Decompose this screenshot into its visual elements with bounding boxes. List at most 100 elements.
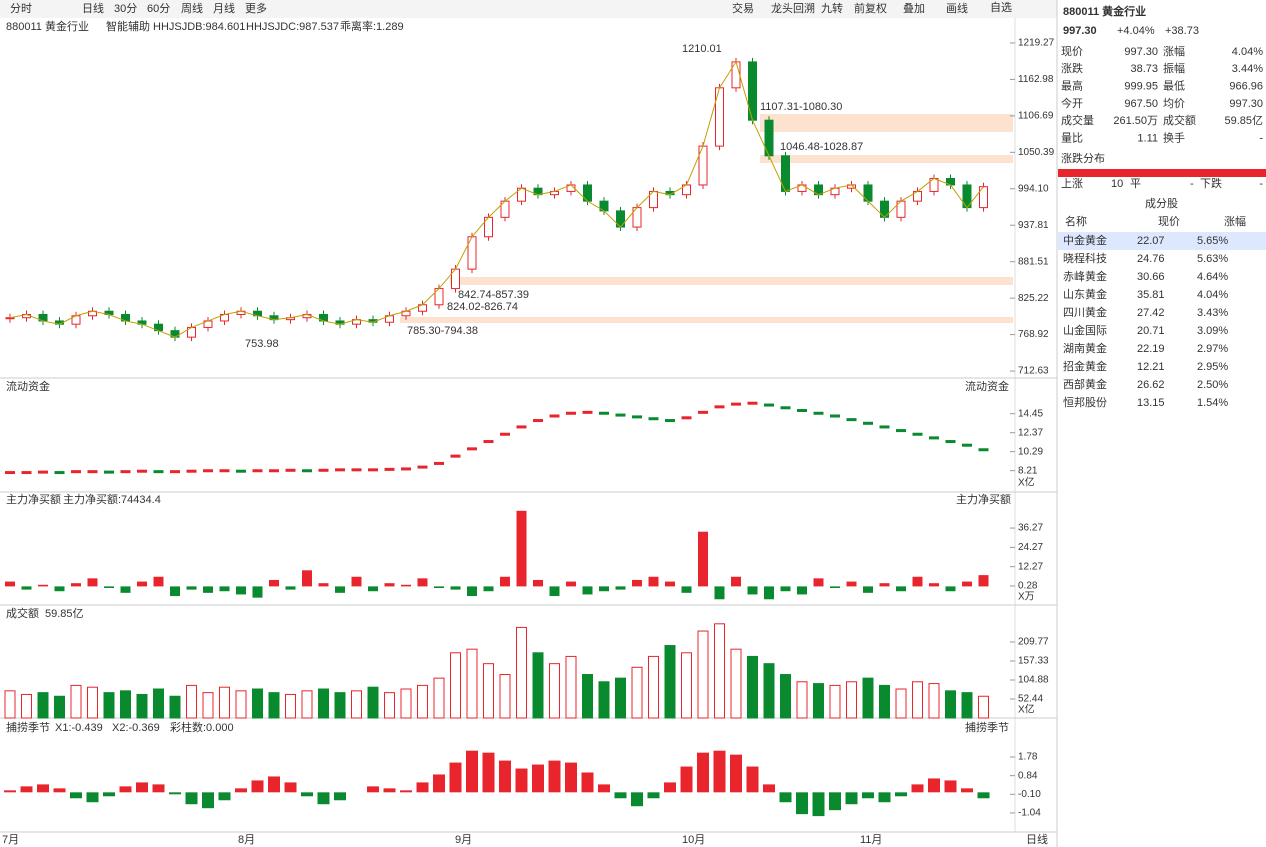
stock-price: 35.81 (1137, 289, 1165, 301)
stock-name[interactable]: 山金国际 (1063, 323, 1107, 337)
tab[interactable]: 分时 (10, 2, 32, 15)
stock-name[interactable]: 山东黄金 (1063, 287, 1107, 301)
y-tick-label: 712.63 (1018, 366, 1049, 377)
row-label: 振幅 (1163, 61, 1185, 75)
panel-value: 59.85亿 (45, 607, 84, 620)
osc-bar (647, 792, 660, 799)
flow-dot (929, 436, 939, 440)
volume-bar (202, 692, 214, 719)
flow-dot (170, 470, 180, 474)
stock-name[interactable]: 恒邦股份 (1063, 396, 1107, 409)
y-tick-label: 14.45 (1018, 408, 1043, 419)
period-button[interactable]: 日线 (1026, 832, 1048, 846)
row-label: 最高 (1061, 79, 1083, 93)
panel-value: 主力净买额:74434.4 (63, 492, 161, 506)
y-tick-label: 1106.69 (1018, 111, 1054, 122)
row-label: 成交额 (1163, 113, 1196, 127)
net-bar (236, 586, 246, 595)
month-label: 8月 (238, 834, 255, 846)
net-bar (516, 510, 527, 587)
tab[interactable]: 30分 (114, 2, 137, 15)
net-bar (978, 575, 989, 587)
osc-bar (400, 790, 412, 793)
tool[interactable]: 交易 (732, 1, 754, 15)
tool[interactable]: 九转 (821, 1, 843, 15)
flow-dot (797, 409, 807, 413)
dist-item: - (1190, 178, 1194, 190)
volume-bar (186, 684, 197, 719)
volume-bar (862, 677, 874, 719)
stock-name[interactable]: 中金黄金 (1063, 233, 1107, 247)
y-tick-label: 12.37 (1018, 427, 1043, 438)
osc-bar (70, 792, 82, 799)
net-bar (318, 583, 329, 587)
volume-bar (499, 674, 511, 719)
net-bar (665, 581, 675, 587)
volume-bar (219, 686, 230, 719)
panel-value: X2:-0.369 (112, 722, 160, 734)
volume-bar (697, 630, 709, 719)
volume-bar (87, 686, 98, 719)
volume-bar (615, 677, 626, 719)
annotation: 824.02-826.74 (447, 301, 518, 313)
flow-dot (153, 470, 164, 474)
net-bar (219, 586, 230, 592)
tool[interactable]: 龙头回溯 (771, 2, 815, 15)
y-tick-label: 10.29 (1018, 446, 1043, 457)
osc-bar (598, 784, 610, 793)
flow-dot (302, 469, 312, 473)
flow-dot (747, 401, 758, 405)
tool[interactable]: 画线 (946, 1, 968, 15)
flow-dot (516, 425, 527, 429)
volume-bar (120, 690, 131, 719)
tool[interactable]: 前复权 (854, 1, 887, 15)
osc-bar (334, 792, 346, 801)
stock-name[interactable]: 招金黄金 (1063, 359, 1107, 373)
tool[interactable]: 叠加 (903, 2, 925, 15)
osc-bar (185, 792, 198, 805)
net-bar (896, 586, 906, 592)
flow-dot (351, 468, 362, 472)
stock-name[interactable]: 湖南黄金 (1063, 341, 1107, 355)
osc-bar (581, 772, 594, 793)
annotation: 1210.01 (682, 43, 722, 55)
row-label: 今开 (1061, 96, 1083, 110)
flow-dot (186, 469, 197, 473)
flow-dot (417, 465, 428, 469)
net-bar (500, 576, 510, 587)
flow-dot (450, 454, 461, 458)
flow-dot (764, 403, 774, 407)
stock-name[interactable]: 四川黄金 (1063, 305, 1107, 319)
annotation: 842.74-857.39 (458, 289, 529, 301)
stock-name[interactable]: 西部黄金 (1063, 377, 1107, 391)
flow-dot (863, 421, 873, 425)
tab[interactable]: 更多 (245, 1, 267, 15)
osc-bar (878, 792, 891, 803)
stock-name[interactable]: 晓程科技 (1063, 251, 1107, 265)
osc-bar (103, 792, 115, 797)
bands (400, 114, 1013, 323)
volume-bar (747, 655, 758, 719)
flow-dot (945, 440, 956, 444)
annotation: 785.30-794.38 (407, 325, 478, 337)
flow-dot (632, 415, 642, 419)
tab[interactable]: 60分 (147, 2, 170, 15)
watch-button[interactable]: 自选 (990, 1, 1012, 14)
flow-dot (38, 470, 48, 474)
tab[interactable]: 周线 (181, 1, 203, 15)
flow-dot (434, 461, 444, 465)
volume-bar (664, 645, 676, 719)
annotation: 1107.31-1080.30 (760, 101, 842, 113)
osc-bar (746, 766, 759, 793)
net-bar (351, 576, 362, 587)
stock-price: 22.19 (1137, 343, 1165, 355)
flow-dot (104, 470, 114, 474)
stock-name[interactable]: 赤峰黄金 (1063, 269, 1107, 283)
tab[interactable]: 日线 (82, 1, 104, 15)
osc-bar (301, 792, 313, 797)
section-title: 成分股 (1145, 197, 1178, 210)
net-bar (929, 583, 939, 587)
tab[interactable]: 月线 (213, 1, 235, 15)
panel-value: 彩柱数:0.000 (170, 720, 234, 734)
net-bar (566, 581, 576, 587)
